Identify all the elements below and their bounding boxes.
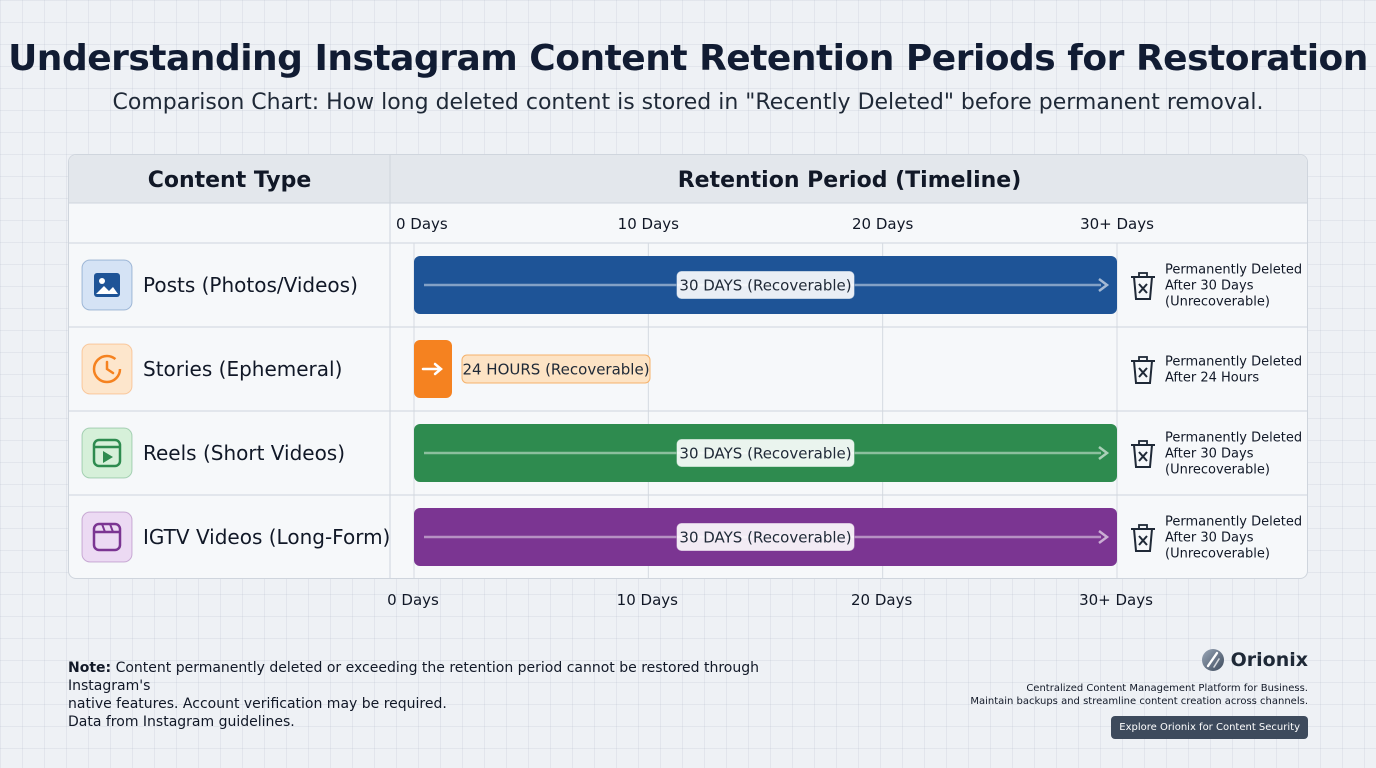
bar-label-pill [676,270,855,300]
trash-icon [1131,440,1155,468]
footnote-line-1: Content permanently deleted or exceeding… [68,660,760,694]
footnote-line-2: native features. Account verification ma… [68,696,447,712]
outcome-text-2-2: (Unrecoverable) [1165,463,1270,478]
video-clapper-icon [92,522,122,552]
bar-arrow-head [1098,446,1110,460]
trash-icon [1131,272,1155,300]
brand-name: Orionix [1230,649,1308,671]
outcome-text-2-1: After 30 Days [1165,447,1254,462]
image-icon [94,273,120,297]
image-icon-sun [99,278,105,284]
image-icon-mountain [96,286,118,294]
bar-arrow-head [1098,278,1110,292]
bar-label-pill [461,354,651,384]
explore-orionix-button[interactable]: Explore Orionix for Content Security [1111,716,1308,739]
outcome-text-3-2: (Unrecoverable) [1165,547,1270,562]
reel-icon-play [103,451,113,463]
header-content-type: Content Type [148,168,312,193]
top-tick-label-3: 30+ Days [1080,215,1154,233]
content-row-3: IGTV Videos (Long-Form) 30 DAYS (Recovera… [81,508,1302,566]
brand-tagline-1: Centralized Content Management Platform … [1026,683,1308,694]
clock-icon [92,354,122,384]
header-retention-period: Retention Period (Timeline) [678,168,1022,193]
category-label-3: IGTV Videos (Long-Form) [143,525,390,549]
trash-icon [1131,524,1155,552]
trash-icon-body [1133,276,1153,300]
outcome-text-0-0: Permanently Deleted [1165,263,1302,278]
content-row-1: Stories (Ephemeral) 24 HOURS (Recoverable… [69,340,1307,412]
outcome-text-1-0: Permanently Deleted [1165,355,1302,370]
clock-icon-ring [92,354,122,384]
bottom-tick-label-2: 20 Days [851,591,912,609]
orionix-logo-icon [1201,649,1224,671]
outcome-text-0-1: After 30 Days [1165,279,1254,294]
trash-icon-handle [1138,272,1148,278]
bar-arrow [421,362,443,376]
bottom-tick-label-3: 30+ Days [1079,591,1153,609]
trash-icon-x-2 [1138,283,1148,294]
category-label-1: Stories (Ephemeral) [143,357,342,381]
bar-label-3: 30 DAYS (Recoverable) [679,529,851,547]
trash-icon-x-2 [1138,535,1148,546]
top-tick-label-0: 0 Days [396,215,448,233]
bar-label-pill [676,522,855,552]
trash-icon-handle [1138,356,1148,362]
bar-label-1: 24 HOURS (Recoverable) [462,361,649,379]
top-tick-label-2: 20 Days [852,215,913,233]
footnote: Note: Content permanently deleted or exc… [68,659,828,731]
outcome-text-3-0: Permanently Deleted [1165,515,1302,530]
category-icon-tile [81,511,133,563]
bar-label-2: 30 DAYS (Recoverable) [679,445,851,463]
category-label-0: Posts (Photos/Videos) [143,273,358,297]
outcome-text-0-2: (Unrecoverable) [1165,295,1270,310]
trash-icon-body [1133,444,1153,468]
trash-icon-handle [1138,524,1148,530]
chart-svg: Content Type Retention Period (Timeline) 0… [69,155,1307,578]
brand-tagline-2: Maintain backups and streamline content … [970,696,1308,707]
trash-icon-body [1133,528,1153,552]
trash-icon-x-2 [1138,451,1148,462]
top-tick-label-1: 10 Days [618,215,679,233]
bar-label-0: 30 DAYS (Recoverable) [679,277,851,295]
header-band [69,155,1307,203]
video-icon-frame [92,522,122,552]
trash-icon-x-2 [1138,367,1148,378]
footnote-line-3: Data from Instagram guidelines. [68,714,295,730]
bar-arrow-head [1098,530,1110,544]
footnote-label: Note: [68,660,112,676]
outcome-text-1-1: After 24 Hours [1165,371,1259,386]
chart-title: Understanding Instagram Content Retentio… [8,38,1368,79]
trash-icon [1131,356,1155,384]
chart-subtitle: Comparison Chart: How long deleted conte… [112,90,1264,115]
reel-icon-frame [92,438,122,468]
outcome-text-2-0: Permanently Deleted [1165,431,1302,446]
bottom-axis: 0 Days 10 Days 20 Days 30+ Days [387,591,1153,609]
video-icon-slash-1 [101,523,106,533]
bottom-tick-label-0: 0 Days [387,591,439,609]
bar-label-pill [676,438,855,468]
category-label-2: Reels (Short Videos) [143,441,345,465]
content-row-0: Posts (Photos/Videos) 30 DAYS (Recoverabl… [69,256,1307,328]
video-icon-slash-2 [109,523,114,533]
content-row-2: Reels (Short Videos) 30 DAYS (Recoverable… [69,424,1307,496]
category-icon-tile [81,427,133,479]
chart-panel: Content Type Retention Period (Timeline) 0… [68,154,1308,579]
outcome-text-3-1: After 30 Days [1165,531,1254,546]
reel-play-icon [92,438,122,468]
clock-icon-hands [105,360,115,375]
bottom-tick-label-1: 10 Days [617,591,678,609]
trash-icon-body [1133,360,1153,384]
trash-icon-handle [1138,440,1148,446]
brand-block: Orionix Centralized Content Management P… [948,648,1308,739]
